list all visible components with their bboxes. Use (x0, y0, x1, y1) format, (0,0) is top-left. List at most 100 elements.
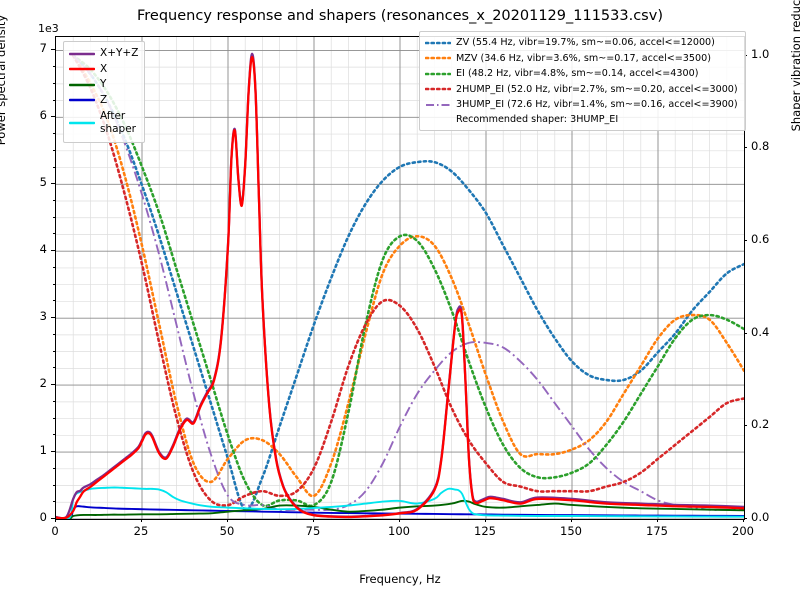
psd-curve-y (56, 499, 744, 519)
x-tick-label: 25 (133, 524, 149, 538)
y2-tick-mark (743, 239, 747, 241)
shaper-curve-ei (71, 54, 744, 508)
shaper-legend-label: ZV (55.4 Hz, vibr=19.7%, sm~=0.06, accel… (456, 37, 715, 49)
y2-tick-label: 0.8 (751, 139, 770, 154)
y-tick-label: 4 (39, 242, 47, 257)
x-tick-label: 150 (560, 524, 582, 538)
y-tick-label: 5 (39, 175, 47, 190)
shaper-legend-item[interactable]: ZV (55.4 Hz, vibr=19.7%, sm~=0.06, accel… (425, 35, 738, 51)
signal-legend-item[interactable]: Z (69, 93, 138, 109)
signal-legend-item[interactable]: X+Y+Z (69, 46, 138, 62)
y2-tick-label: 0.2 (751, 417, 770, 432)
signal-legend-label: After shaper (100, 110, 137, 135)
x-tick-mark (485, 518, 486, 522)
signal-legend-label: Z (100, 93, 108, 106)
shaper-curve-3hump_ei (72, 54, 744, 512)
legend-line-swatch-icon (69, 48, 95, 60)
shaper-legend-label: MZV (34.6 Hz, vibr=3.6%, sm~=0.17, accel… (456, 52, 711, 64)
y-axis-label: Power spectral density (0, 14, 8, 146)
shaper-curve-mzv (71, 54, 744, 498)
shaper-legend-item[interactable]: 2HUMP_EI (52.0 Hz, vibr=2.7%, sm~=0.20, … (425, 82, 738, 98)
x-tick-label: 125 (474, 524, 496, 538)
y-minor-tick-mark (52, 266, 55, 268)
y-minor-tick-mark (52, 467, 55, 469)
shaper-legend-items: ZV (55.4 Hz, vibr=19.7%, sm~=0.06, accel… (425, 35, 738, 113)
y-minor-tick-mark (52, 333, 55, 335)
y2-tick-mark (743, 425, 747, 427)
y-tick-mark (51, 49, 55, 51)
legend-line-swatch-icon (69, 63, 95, 75)
x-tick-label: 0 (51, 524, 59, 538)
y2-tick-label: 0.0 (751, 510, 770, 524)
legend-line-swatch-icon (425, 52, 451, 64)
y2-tick-mark (743, 147, 747, 149)
y-minor-tick-mark (52, 434, 55, 436)
psd-curve-after-shaper (56, 486, 744, 519)
signal-legend-item[interactable]: X (69, 62, 138, 78)
y-minor-tick-mark (52, 82, 55, 84)
y2-tick-mark (743, 518, 747, 519)
x-tick-label: 75 (305, 524, 321, 538)
x-tick-mark (399, 518, 400, 522)
y2-tick-label: 0.6 (751, 231, 770, 246)
legend-line-swatch-icon (425, 37, 451, 49)
legend-line-swatch-icon (69, 117, 95, 129)
signal-legend-item[interactable]: Y (69, 77, 138, 93)
y-tick-mark (51, 116, 55, 118)
psd-curve-x (56, 55, 744, 519)
y-minor-tick-mark (52, 501, 55, 503)
y-minor-tick-mark (52, 417, 55, 419)
x-axis-label: Frequency, Hz (359, 572, 441, 586)
legend-line-swatch-icon (425, 83, 451, 95)
recommended-shaper-text: Recommended shaper: 3HUMP_EI (456, 113, 619, 125)
shaper-legend: ZV (55.4 Hz, vibr=19.7%, sm~=0.06, accel… (419, 31, 746, 131)
shaper-legend-item[interactable]: MZV (34.6 Hz, vibr=3.6%, sm~=0.17, accel… (425, 51, 738, 67)
y-tick-mark (51, 451, 55, 453)
shaper-legend-label: EI (48.2 Hz, vibr=4.8%, sm~=0.14, accel<… (456, 68, 699, 80)
y-tick-mark (51, 384, 55, 386)
shaper-legend-label: 2HUMP_EI (52.0 Hz, vibr=2.7%, sm~=0.20, … (456, 83, 738, 95)
x-tick-mark (571, 518, 572, 522)
y-minor-tick-mark (52, 233, 55, 235)
y-minor-tick-mark (52, 300, 55, 302)
y-minor-tick-mark (52, 133, 55, 135)
y-minor-tick-mark (52, 99, 55, 101)
y-minor-tick-mark (52, 166, 55, 168)
x-tick-label: 100 (388, 524, 410, 538)
x-tick-mark (743, 518, 744, 522)
legend-line-swatch-icon (425, 68, 451, 80)
x-tick-mark (141, 518, 142, 522)
y-minor-tick-mark (52, 400, 55, 402)
y2-tick-label: 0.4 (751, 324, 770, 339)
shaper-legend-item[interactable]: 3HUMP_EI (72.6 Hz, vibr=1.4%, sm~=0.16, … (425, 97, 738, 113)
x-tick-mark (227, 518, 228, 522)
y2-tick-mark (743, 332, 747, 334)
signal-legend-item[interactable]: After shaper (69, 108, 138, 138)
shaper-legend-label: 3HUMP_EI (72.6 Hz, vibr=1.4%, sm~=0.16, … (456, 99, 738, 111)
y-tick-label: 2 (39, 376, 47, 391)
chart-title: Frequency response and shapers (resonanc… (137, 8, 663, 24)
x-tick-mark (657, 518, 658, 522)
shaper-legend-item[interactable]: EI (48.2 Hz, vibr=4.8%, sm~=0.14, accel<… (425, 66, 738, 82)
x-tick-label: 175 (646, 524, 668, 538)
y-tick-label: 0 (39, 510, 47, 524)
y-tick-label: 1 (39, 443, 47, 458)
y2-tick-label: 1.0 (751, 46, 770, 61)
legend-line-swatch-icon (69, 94, 95, 106)
y-minor-tick-mark (52, 149, 55, 151)
y-axis-offset-label: 1e3 (38, 22, 59, 35)
x-tick-label: 50 (219, 524, 235, 538)
y-tick-label: 7 (39, 41, 47, 56)
signal-legend-label: Y (100, 78, 107, 91)
y-tick-mark (51, 183, 55, 185)
y-minor-tick-mark (52, 283, 55, 285)
x-tick-mark (313, 518, 314, 522)
signal-legend-label: X (100, 62, 108, 75)
x-tick-mark (55, 518, 56, 522)
y-tick-mark (51, 518, 55, 519)
y-minor-tick-mark (52, 200, 55, 201)
psd-curves (56, 52, 744, 519)
y-minor-tick-mark (52, 350, 55, 352)
signal-legend: X+Y+Z X Y Z After shaper (63, 41, 146, 143)
